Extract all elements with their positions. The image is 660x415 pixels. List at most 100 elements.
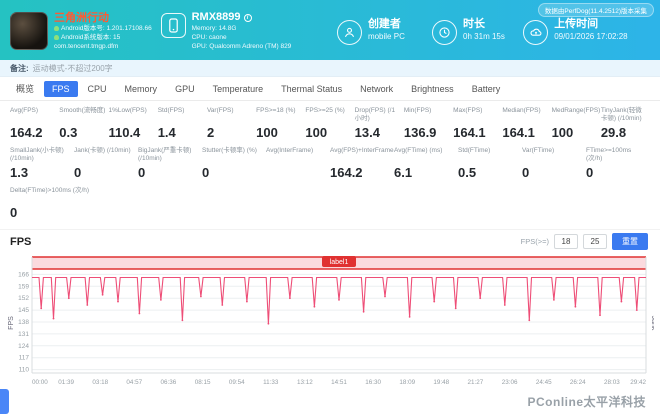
tab-CPU[interactable]: CPU [87,83,107,94]
creator-block: 创建者 mobile PC [336,17,432,45]
metric-Avg(FPS)+InterFrame: Avg(FPS)+InterFrame 164.2 [330,147,394,180]
metric-label: Std(FPS) [157,107,185,114]
upload-time-label: 上传时间 [554,17,599,30]
metric-value: 2 [206,125,215,140]
metric-value: 1.3 [10,165,29,180]
metric-Jank(卡顿) (/10min): Jank(卡顿) (/10min) 0 [74,147,138,180]
metric-value: 164.2 [330,165,363,180]
metric-Delta(FTime)>100ms (次/h): Delta(FTime)>100ms (次/h) 0 [10,187,89,220]
y-tick-label: 159 [18,283,29,290]
fps-spike-marker [635,309,638,311]
tab-Memory[interactable]: Memory [124,83,158,94]
metric-value: 0 [10,205,18,220]
y-axis-right-label: Jank [650,316,654,331]
reset-button[interactable]: 重置 [612,233,648,250]
tab-Thermal Status[interactable]: Thermal Status [281,83,343,94]
x-tick-label: 06:36 [161,379,177,386]
fps-summary-stats: Avg(FPS) 164.2 Smooth(流畅度) 0.3 1%Low(FPS) 110… [0,101,660,229]
device-memory: Memory: 14.8G [191,25,237,32]
x-tick-label: 09:54 [229,379,245,386]
device-name: RMX8899 [191,11,241,23]
metric-label: MedRange(FPS) [551,107,601,114]
fps-threshold-label: FPS(>=) [520,237,549,246]
y-tick-label: 117 [19,355,30,362]
fps-spike-marker [338,299,340,301]
metric-value: 0 [522,165,530,180]
fps-spike-marker [503,304,506,306]
metric-value: 6.1 [394,165,413,180]
tab-Temperature[interactable]: Temperature [212,83,264,94]
fps-spike-marker [267,322,270,325]
tab-概览[interactable]: 概览 [16,84,35,94]
metric-label: FPS>=18 (%) [256,107,296,114]
metric-Stutter(卡顿率) (%): Stutter(卡顿率) (%) 0 [202,147,266,180]
y-tick-label: 138 [18,319,29,326]
metric-label: Delta(FTime)>100ms (次/h) [10,187,90,194]
fps-chart-area[interactable]: label1 166 159 152 145 138 131 124 117 110 00:00 01… [6,253,657,398]
watermark-text: PConline太平洋科技 [527,395,646,409]
metric-label: Std(FTime) [458,147,491,154]
x-tick-label: 18:09 [399,379,415,386]
metric-value: 100 [256,125,278,140]
game-app-version: Android版本号: 1.201.17108.66 [61,24,152,32]
duration-value: 0h 31m 15s [463,31,505,41]
upload-time-value: 09/01/2026 17:02:28 [554,31,628,41]
metric-value: 0 [586,165,594,180]
metric-label: FPS>=25 (%) [305,107,345,114]
fps-spike-marker [200,295,202,298]
game-os-version: Android系统版本: 15 [61,33,121,41]
metric-value: 164.2 [10,125,43,140]
metric-Avg(InterFrame): Avg(InterFrame) [266,147,330,180]
tab-GPU[interactable]: GPU [175,83,195,94]
fps-spike-marker [86,304,89,306]
metric-label: Var(FTime) [522,147,555,154]
fps-spike-marker [246,300,248,303]
metric-BigJank(严重卡顿) (/10min): BigJank(严重卡顿) (/10min) 0 [138,147,202,180]
metric-value: 0 [202,165,210,180]
creator-label: 创建者 [367,17,401,30]
metric-SmallJank(小卡顿) (/10min): SmallJank(小卡顿) (/10min) 1.3 [10,147,74,180]
x-tick-label: 23:06 [502,379,518,386]
metric-Var(FTime): Var(FTime) 0 [522,147,586,180]
metric-label: SmallJank(小卡顿) (/10min) [10,147,64,162]
y-tick-label: 110 [19,367,30,374]
report-header: 三角洲行动 Android版本号: 1.201.17108.66 Android… [0,0,660,60]
metric-Median(FPS): Median(FPS) 164.1 [502,107,551,140]
tab-Network[interactable]: Network [360,83,394,94]
fps-spike-marker [52,317,55,320]
x-tick-label: 00:00 [32,379,48,386]
x-tick-label: 08:15 [195,379,211,386]
android-icon [54,25,59,31]
fps-section-title: FPS [10,235,32,248]
metric-Drop(FPS) (/1小时): Drop(FPS) (/1小时) 13.4 [355,107,404,140]
x-tick-label: 14:51 [331,379,347,386]
fps-spike-marker [101,293,104,296]
metric-Var(FPS): Var(FPS) 2 [207,107,256,140]
fps-threshold-input-1[interactable] [554,234,578,249]
device-info-icon[interactable]: i [243,13,252,22]
tab-FPS[interactable]: FPS [44,80,78,97]
tab-Brightness[interactable]: Brightness [411,83,454,94]
x-tick-label: 19:48 [433,379,449,386]
game-title: 三角洲行动 [54,11,109,24]
metric-TinyJank(轻微卡顿) (/10min): TinyJank(轻微卡顿) (/10min) 29.8 [601,107,650,140]
game-package-name: com.tencent.tmgp.dfm [54,42,119,50]
metric-value: 136.9 [403,125,437,140]
fps-spike-marker [553,299,555,301]
fps-spike-marker [117,300,119,303]
fps-spike-marker [479,297,482,300]
metric-label: Smooth(流畅度) [59,107,106,114]
metric-label: Min(FPS) [403,107,432,114]
note-label: 备注: [10,63,29,73]
phone-icon [160,13,186,38]
fps-threshold-input-2[interactable] [583,234,607,249]
fps-spike-marker [384,295,386,298]
metric-label: TinyJank(轻微卡顿) (/10min) [600,107,642,122]
x-tick-label: 03:18 [92,379,108,386]
metric-value: 0 [138,165,146,180]
stats-row: SmallJank(小卡顿) (/10min) 1.3 Jank(卡顿) (/10m… [10,147,650,180]
fps-spike-marker [67,297,70,300]
tab-Battery[interactable]: Battery [471,83,501,94]
metric-Avg(FTime) (ms): Avg(FTime) (ms) 6.1 [394,147,458,180]
